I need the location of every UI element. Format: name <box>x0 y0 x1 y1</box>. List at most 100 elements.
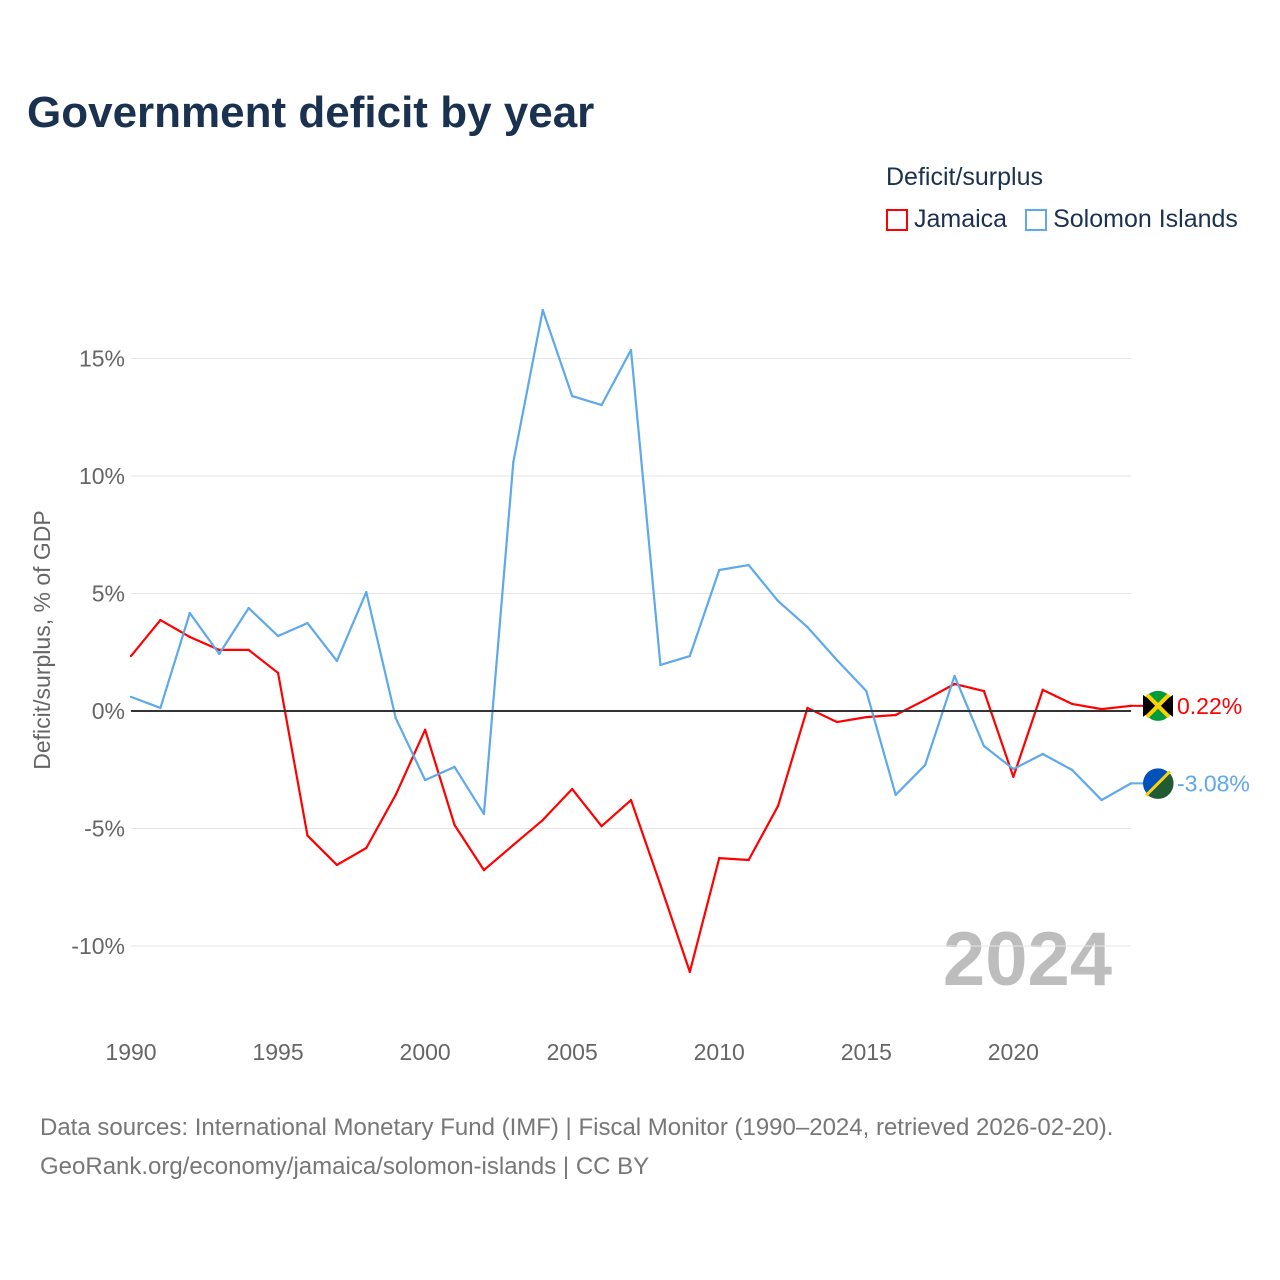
data-point <box>718 568 721 572</box>
legend-swatch-jamaica <box>886 208 908 231</box>
x-tick-label: 2015 <box>841 1039 892 1065</box>
data-point <box>482 812 486 816</box>
data-point <box>688 654 692 658</box>
flag-solomon-islands-icon <box>1147 772 1174 799</box>
data-point <box>776 599 780 603</box>
data-point <box>335 659 339 663</box>
data-point <box>659 883 662 887</box>
legend-label-jamaica: Jamaica <box>914 205 1008 233</box>
data-point <box>1070 768 1074 772</box>
data-point <box>453 823 456 827</box>
data-point <box>747 563 750 567</box>
data-point <box>1100 798 1103 802</box>
x-tick-label: 2020 <box>988 1039 1039 1065</box>
data-point <box>982 744 986 748</box>
data-point <box>982 689 986 693</box>
series-line-solomon-islands <box>130 308 1132 816</box>
data-point <box>1070 702 1074 706</box>
y-tick-label: -10% <box>71 933 125 959</box>
x-tick-label: 2010 <box>694 1039 745 1065</box>
data-point <box>894 793 897 797</box>
data-point <box>776 804 780 808</box>
source-line-2[interactable]: GeoRank.org/economy/jamaica/solomon-isla… <box>40 1153 650 1180</box>
data-point <box>394 793 397 797</box>
data-point <box>188 611 192 615</box>
data-point <box>835 658 839 662</box>
data-point <box>570 787 574 791</box>
data-point <box>659 663 662 667</box>
data-point <box>835 720 839 724</box>
x-tick-label: 1990 <box>105 1039 156 1065</box>
data-point <box>894 713 897 717</box>
data-point <box>923 763 927 767</box>
data-point <box>541 308 544 312</box>
data-point <box>306 621 309 625</box>
data-point <box>718 856 721 860</box>
data-point <box>1012 775 1015 778</box>
legend-swatch-solomon-islands <box>1025 208 1048 231</box>
data-point <box>953 674 956 678</box>
data-point <box>570 394 574 398</box>
data-point <box>600 824 603 828</box>
data-point <box>365 590 368 594</box>
data-point <box>1041 752 1044 756</box>
y-tick-label: 0% <box>92 698 125 724</box>
chart-title: Government deficit by year <box>27 88 595 137</box>
data-point <box>276 671 280 675</box>
x-tick-label: 2000 <box>400 1039 451 1065</box>
data-point <box>865 715 868 719</box>
data-point <box>1041 688 1044 692</box>
data-point <box>276 634 280 638</box>
data-point <box>306 834 309 837</box>
data-point <box>159 706 162 710</box>
data-point <box>423 728 427 731</box>
year-watermark: 2024 <box>943 917 1112 1002</box>
data-point <box>806 625 809 629</box>
data-point <box>453 765 456 769</box>
flag-solomon-islands-icon <box>1144 770 1172 797</box>
x-tick-label: 1995 <box>252 1039 303 1065</box>
data-point <box>747 858 750 862</box>
y-tick-label: 5% <box>92 581 125 607</box>
data-point <box>541 818 544 822</box>
legend: Jamaica Solomon Islands <box>886 205 1238 234</box>
source-line-1: Data sources: International Monetary Fun… <box>40 1114 1114 1141</box>
data-point <box>482 868 486 872</box>
data-point <box>953 682 956 686</box>
legend-title: Deficit/surplus <box>886 163 1043 191</box>
data-point <box>247 606 250 610</box>
data-point <box>1012 767 1015 771</box>
data-point <box>159 618 162 622</box>
data-point <box>865 689 868 693</box>
data-point <box>629 798 633 802</box>
data-point <box>1100 707 1103 711</box>
data-point <box>218 648 221 652</box>
data-point <box>188 635 192 639</box>
end-value-label: 0.22% <box>1177 693 1242 719</box>
y-tick-label: -5% <box>84 816 125 842</box>
data-point <box>923 698 927 702</box>
data-point <box>806 706 809 710</box>
data-point <box>129 654 133 658</box>
y-tick-label: 10% <box>79 463 125 489</box>
data-point <box>629 348 633 352</box>
data-point <box>247 648 250 652</box>
legend-item-jamaica[interactable]: Jamaica <box>886 205 1007 234</box>
flag-jamaica-icon <box>1145 693 1171 719</box>
data-point <box>512 843 515 847</box>
data-point <box>600 403 603 407</box>
y-axis-label: Deficit/surplus, % of GDP <box>29 510 55 769</box>
data-point <box>423 778 427 782</box>
legend-label-solomon-islands: Solomon Islands <box>1053 205 1238 233</box>
data-point <box>218 652 221 656</box>
data-point <box>129 695 133 699</box>
data-point <box>365 846 368 850</box>
data-point <box>394 716 397 720</box>
legend-item-solomon-islands[interactable]: Solomon Islands <box>1025 205 1238 234</box>
data-point <box>512 460 515 464</box>
y-tick-label: 15% <box>79 346 125 372</box>
x-tick-label: 2005 <box>547 1039 598 1065</box>
data-point <box>335 863 339 867</box>
source-note: Data sources: International Monetary Fun… <box>40 1108 1113 1186</box>
